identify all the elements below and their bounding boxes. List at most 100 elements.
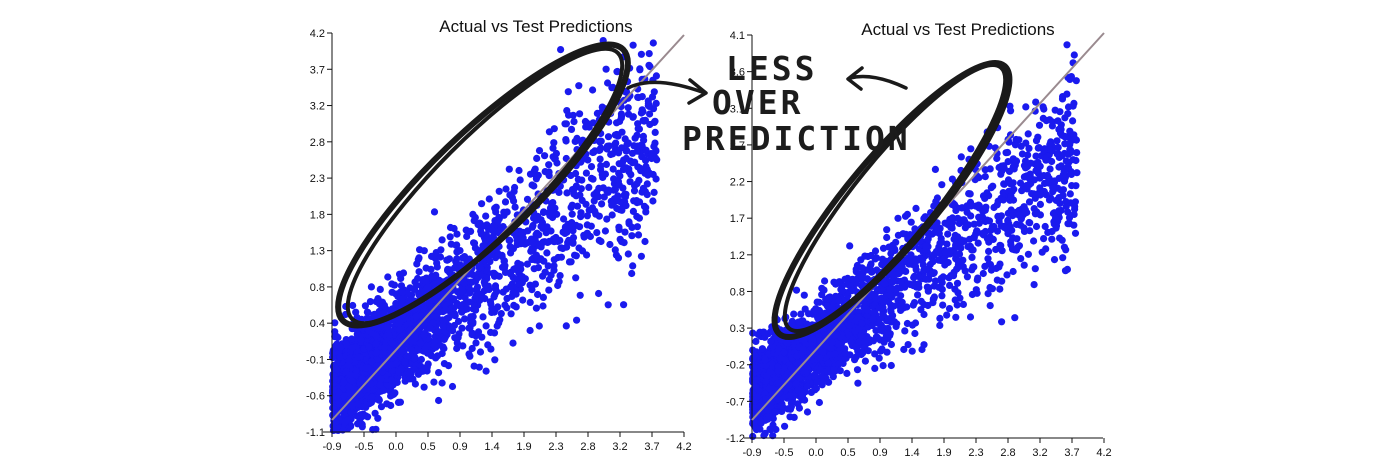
right-scatter-point xyxy=(887,340,896,349)
left-scatter-point xyxy=(649,197,657,205)
left-scatter-point xyxy=(397,298,405,306)
left-scatter-point xyxy=(552,149,561,158)
left-scatter-point xyxy=(475,363,483,371)
right-scatter-point xyxy=(830,366,838,374)
left-scatter-point xyxy=(371,409,379,417)
right-scatter-point xyxy=(879,362,887,370)
right-scatter-point xyxy=(883,233,891,242)
right-scatter-point xyxy=(1021,164,1030,172)
right-scatter-point xyxy=(1025,144,1033,152)
left-x-tick-label: -0.5 xyxy=(355,441,374,453)
left-scatter-point xyxy=(475,264,483,272)
left-scatter-point xyxy=(534,290,542,299)
left-scatter-point xyxy=(528,286,536,294)
left-scatter-point xyxy=(369,426,377,434)
right-scatter-point xyxy=(1041,222,1049,231)
right-scatter-point xyxy=(795,374,803,382)
left-scatter-point xyxy=(377,403,386,411)
left-scatter-point xyxy=(388,280,396,288)
right-scatter-point xyxy=(915,283,923,291)
right-scatter-point xyxy=(967,212,975,220)
right-scatter-point xyxy=(815,298,823,306)
left-x-ticks: -0.9 -0.5 0.0 0.5 0.9 1.4 1.9 2.3 2.8 3.2 3.7 4.2 xyxy=(323,432,692,453)
right-scatter-point xyxy=(883,226,891,234)
right-scatter-point xyxy=(1068,182,1076,190)
right-scatter-point xyxy=(908,321,917,329)
left-scatter-point xyxy=(376,285,384,293)
left-scatter-point xyxy=(616,172,624,180)
left-scatter-point xyxy=(479,313,487,321)
right-scatter-point xyxy=(957,244,965,252)
right-scatter-point xyxy=(998,247,1006,255)
left-scatter-point xyxy=(630,197,638,205)
right-scatter-chart: Actual vs Test Predictions -1.2-0.7-0.20… xyxy=(726,20,1112,459)
left-scatter-point xyxy=(428,272,436,280)
right-scatter-point xyxy=(1030,281,1038,289)
left-scatter-point xyxy=(468,278,476,286)
left-scatter-point xyxy=(630,187,639,195)
right-scatter-point xyxy=(938,292,946,300)
right-scatter-point xyxy=(1025,198,1034,206)
left-scatter-point xyxy=(629,262,637,270)
left-scatter-point xyxy=(354,353,362,361)
left-scatter-point xyxy=(427,265,435,273)
left-y-tick-label: 1.8 xyxy=(310,209,325,221)
left-scatter-point xyxy=(643,180,651,188)
right-scatter-point xyxy=(1036,174,1044,182)
left-scatter-point xyxy=(597,237,605,246)
left-scatter-point xyxy=(419,276,427,284)
left-scatter-point xyxy=(491,204,499,212)
left-scatter-point xyxy=(526,326,534,335)
left-scatter-point xyxy=(551,155,559,163)
right-scatter-point xyxy=(879,244,888,252)
right-scatter-point xyxy=(967,145,975,153)
right-scatter-point xyxy=(854,379,862,387)
left-scatter-point xyxy=(549,199,557,207)
right-scatter-point xyxy=(944,230,952,238)
right-scatter-point xyxy=(983,189,991,197)
right-scatter-point xyxy=(1052,224,1060,232)
left-chart-title: Actual vs Test Predictions xyxy=(439,17,632,36)
left-scatter-point xyxy=(642,146,650,154)
left-scatter-point xyxy=(471,213,479,222)
left-scatter-point xyxy=(434,352,442,360)
left-scatter-point xyxy=(444,265,452,273)
right-scatter-point xyxy=(1024,130,1032,138)
right-scatter-point xyxy=(803,408,812,416)
left-scatter-point xyxy=(611,140,619,148)
left-scatter-point xyxy=(652,99,660,107)
left-scatter-point xyxy=(397,282,405,290)
left-scatter-point xyxy=(630,142,638,150)
left-scatter-point xyxy=(613,68,621,76)
right-scatter-point xyxy=(1050,177,1059,185)
left-highlight-ellipse xyxy=(335,41,631,329)
left-y-tick-label: 0.8 xyxy=(310,282,325,294)
left-scatter-point xyxy=(626,178,634,186)
left-scatter-point xyxy=(547,271,555,279)
left-scatter-point xyxy=(629,207,638,215)
right-scatter-point xyxy=(813,313,822,321)
left-scatter-point xyxy=(602,65,610,73)
left-scatter-point xyxy=(515,280,523,288)
right-scatter-point xyxy=(929,299,937,307)
right-scatter-point xyxy=(903,210,912,218)
right-scatter-point xyxy=(1062,157,1070,165)
right-scatter-point xyxy=(825,295,833,303)
left-scatter-point xyxy=(366,298,374,306)
left-scatter-point xyxy=(332,418,340,426)
right-scatter-point xyxy=(912,204,920,212)
right-scatter-point xyxy=(1048,235,1056,243)
left-scatter-point xyxy=(598,200,606,208)
right-scatter-point xyxy=(846,242,854,250)
left-y-tick-label: 0.4 xyxy=(310,318,325,330)
left-scatter-point xyxy=(531,280,540,288)
left-scatter-point xyxy=(489,227,497,235)
left-scatter-point xyxy=(467,316,475,324)
right-scatter-point xyxy=(969,246,977,254)
right-scatter-point xyxy=(1031,265,1039,273)
left-scatter-point xyxy=(574,175,582,183)
left-scatter-point xyxy=(543,249,551,257)
right-scatter-point xyxy=(803,382,812,390)
left-y-tick-label: 2.3 xyxy=(310,173,325,185)
right-scatter-point xyxy=(1059,254,1067,262)
